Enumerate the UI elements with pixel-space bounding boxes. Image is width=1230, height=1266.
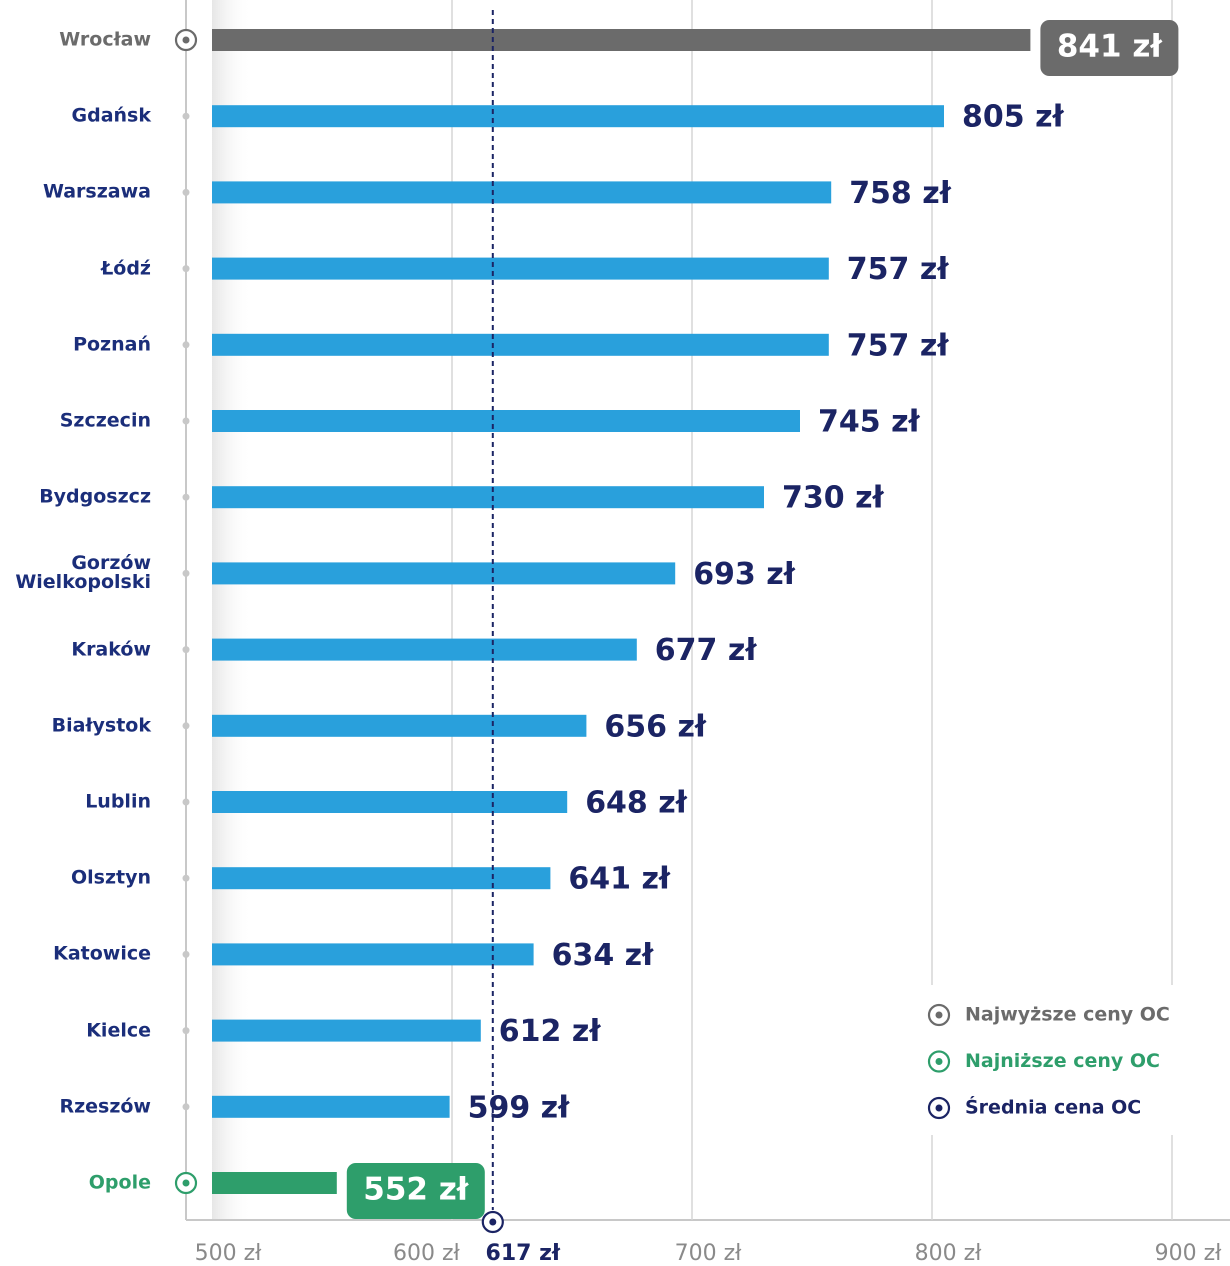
value-callout [346,1163,485,1219]
x-tick-label: 500 zł [195,1241,263,1266]
category-label: Wrocław [59,28,151,51]
legend-icon-dot [935,1058,943,1065]
row-dot [182,417,190,425]
legend-icon-dot [935,1104,943,1112]
value-label: 599 zł [468,1090,571,1125]
category-label: Białystok [51,714,151,737]
legend-label: Średnia cena OC [965,1095,1141,1119]
bar [212,714,587,737]
bar [212,562,676,585]
legend-label: Najniższe ceny OC [965,1050,1160,1072]
value-label: 677 zł [655,633,758,668]
value-label: 641 zł [568,862,671,897]
value-label: 757 zł [847,328,950,363]
bar [212,29,1031,51]
bar [212,257,829,280]
row-dot [182,1103,190,1111]
value-label: 758 zł [849,176,952,211]
x-tick-label: 700 zł [675,1241,743,1266]
bar [212,333,829,356]
category-label: Bydgoszcz [39,485,151,508]
row-dot [182,341,190,349]
category-label: Gorzów Wielkopolski [15,552,151,594]
bar [212,867,551,890]
category-label: Poznań [73,333,151,356]
row-dot [182,265,190,273]
row-marker-dot [182,1179,190,1187]
bar [212,181,832,204]
row-dot [182,950,190,958]
legend: Najwyższe ceny OC Najniższe ceny OC Średni… [915,985,1195,1135]
value-label: 612 zł [499,1014,602,1049]
value-label: 648 zł [585,786,688,821]
category-label: Katowice [53,942,151,965]
row-dot [182,188,190,196]
legend-background [915,985,1195,1135]
legend-label: Najwyższe ceny OC [965,1004,1170,1026]
row-dot [182,646,190,654]
row-dot [182,722,190,730]
category-label: Warszawa [42,180,151,203]
value-label: 757 zł [847,252,950,287]
value-label: 745 zł [818,405,921,440]
bar [212,638,637,661]
category-label: Opole [88,1171,151,1194]
average-label: 617 zł [486,1241,561,1266]
legend-icon-dot [935,1011,943,1019]
category-label: Olsztyn [70,866,151,889]
category-label: Gdańsk [71,104,152,127]
average-marker-dot [489,1218,497,1226]
row-marker-dot [182,36,190,44]
category-label: Szczecin [59,409,151,432]
category-label: Kraków [71,638,151,661]
bar [212,1095,450,1118]
row-dot [182,493,190,501]
bar [212,1172,337,1194]
bar [212,486,764,509]
value-label: 693 zł [693,557,796,592]
row-dot [182,112,190,120]
row-dot [182,798,190,806]
bar [212,791,568,813]
value-label: 552 zł [363,1172,470,1208]
category-label: Rzeszów [59,1095,151,1118]
row-dot [182,569,190,577]
value-label: 634 zł [552,938,655,973]
value-callout [1040,20,1179,76]
row-dot [182,874,190,882]
value-label: 841 zł [1057,29,1164,65]
value-label: 805 zł [962,100,1065,135]
bar [212,943,534,966]
x-tick-label: 900 zł [1155,1241,1223,1266]
bar [212,1019,481,1042]
x-tick-label: 800 zł [915,1241,983,1266]
bar [212,410,800,432]
category-label: Łódź [101,257,151,280]
bar [212,105,944,128]
row-dot [182,1027,190,1035]
category-label: Lublin [85,790,151,813]
category-label: Kielce [86,1019,151,1042]
value-label: 656 zł [604,709,707,744]
value-label: 730 zł [782,481,885,516]
x-tick-label: 600 zł [393,1241,461,1266]
